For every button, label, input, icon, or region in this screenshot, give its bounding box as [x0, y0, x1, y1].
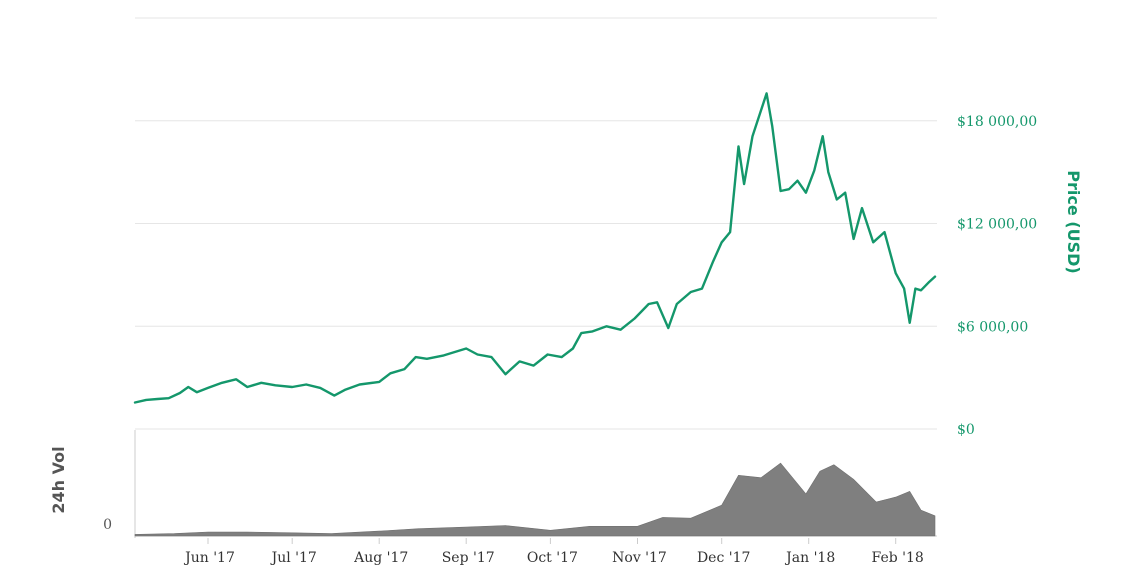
price-gridlines — [135, 17, 937, 430]
price-tick-label: $0 — [957, 422, 975, 438]
price-tick-label: $12 000,00 — [957, 217, 1037, 233]
x-tick-label: Jun '17 — [183, 550, 235, 566]
x-tick-label: Oct '17 — [527, 550, 578, 566]
price-plot — [133, 92, 937, 404]
x-tick-label: Jan '18 — [784, 550, 835, 566]
x-tick-label: Sep '17 — [442, 550, 495, 566]
price-axis-ticks: $0 $6 000,00 $12 000,00 $18 000,00 — [957, 114, 1037, 438]
x-tick-label: Dec '17 — [697, 550, 750, 566]
x-tick-label: Nov '17 — [612, 550, 667, 566]
x-tick-label: Aug '17 — [353, 550, 408, 566]
volume-plot — [134, 462, 936, 537]
price-axis-title: Price (USD) — [1064, 170, 1083, 273]
x-axis-ticks: Jun '17 Jul '17 Aug '17 Sep '17 Oct '17 Nov '… — [183, 538, 924, 566]
volume-axis-title: 24h Vol — [49, 446, 68, 513]
price-tick-label: $6 000,00 — [957, 319, 1028, 335]
x-tick-label: Feb '18 — [872, 550, 924, 566]
price-tick-label: $18 000,00 — [957, 114, 1037, 130]
x-tick-label: Jul '17 — [270, 550, 317, 566]
volume-area — [134, 462, 936, 537]
volume-zero-tick: 0 — [103, 517, 112, 533]
price-series-line — [133, 92, 937, 404]
